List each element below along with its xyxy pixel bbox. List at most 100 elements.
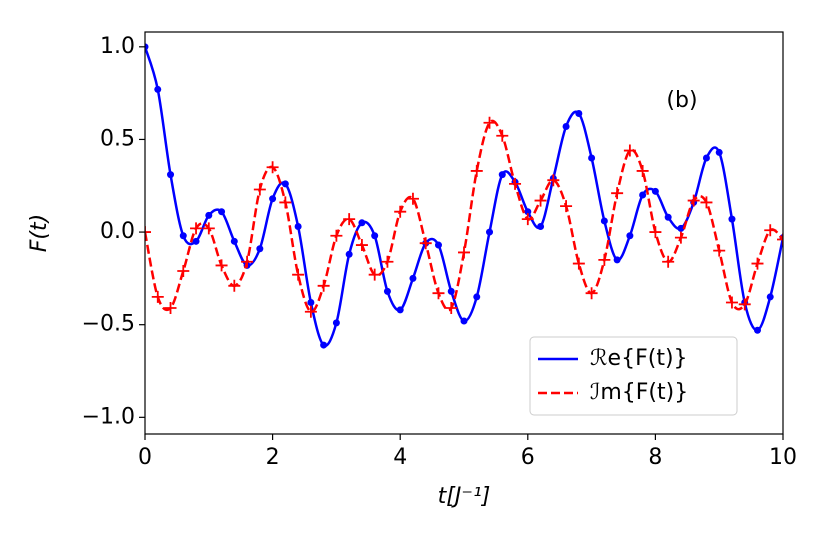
legend-label: ℛe{F(t)} bbox=[590, 346, 688, 371]
point bbox=[256, 245, 264, 253]
point bbox=[496, 129, 509, 142]
legend-label: ℐm{F(t)} bbox=[590, 380, 688, 405]
point bbox=[145, 43, 149, 51]
plot-area bbox=[145, 43, 783, 349]
point bbox=[600, 217, 608, 225]
y-tick-label: 1.0 bbox=[100, 34, 135, 59]
point bbox=[572, 257, 585, 270]
x-tick-label: 8 bbox=[648, 445, 662, 470]
x-tick-label: 6 bbox=[521, 445, 535, 470]
y-tick-label: −0.5 bbox=[82, 312, 135, 337]
point bbox=[700, 196, 713, 209]
legend-box bbox=[529, 336, 738, 416]
point bbox=[725, 296, 738, 309]
point bbox=[151, 290, 164, 303]
point bbox=[677, 224, 685, 232]
point bbox=[266, 161, 279, 174]
point bbox=[498, 171, 506, 179]
point bbox=[304, 305, 317, 318]
point bbox=[664, 213, 672, 221]
point bbox=[674, 231, 687, 244]
x-tick-label: 10 bbox=[769, 445, 797, 470]
point bbox=[626, 232, 634, 240]
point bbox=[753, 326, 761, 334]
point bbox=[728, 215, 736, 223]
point bbox=[330, 229, 343, 242]
point bbox=[547, 174, 560, 187]
point bbox=[396, 306, 404, 314]
point bbox=[613, 256, 621, 264]
point bbox=[279, 196, 292, 209]
point bbox=[562, 122, 570, 130]
point bbox=[777, 233, 783, 246]
point bbox=[651, 187, 659, 195]
point bbox=[636, 164, 649, 177]
point bbox=[766, 293, 774, 301]
point bbox=[253, 183, 266, 196]
point bbox=[738, 298, 751, 311]
annotation: (b) bbox=[666, 88, 697, 113]
point bbox=[317, 279, 330, 292]
point bbox=[228, 279, 241, 292]
point bbox=[702, 154, 710, 162]
point bbox=[409, 274, 417, 282]
point bbox=[368, 268, 381, 281]
point bbox=[320, 341, 328, 349]
point bbox=[294, 223, 302, 231]
point bbox=[179, 232, 187, 240]
point bbox=[381, 255, 394, 268]
point bbox=[560, 200, 573, 213]
point bbox=[460, 317, 468, 325]
plot-frame bbox=[144, 31, 784, 435]
point bbox=[534, 194, 547, 207]
point bbox=[394, 205, 407, 218]
point bbox=[585, 287, 598, 300]
point bbox=[205, 211, 213, 219]
point bbox=[575, 110, 583, 118]
point bbox=[177, 264, 190, 277]
point bbox=[473, 293, 481, 301]
point bbox=[588, 154, 596, 162]
y-tick-label: 0.5 bbox=[100, 126, 135, 151]
point bbox=[145, 226, 151, 239]
point bbox=[307, 298, 315, 306]
point bbox=[383, 287, 391, 295]
point bbox=[281, 180, 289, 188]
point bbox=[470, 164, 483, 177]
point bbox=[164, 302, 177, 315]
point bbox=[713, 244, 726, 257]
point bbox=[358, 219, 366, 227]
point bbox=[190, 222, 203, 235]
x-tick-label: 2 bbox=[266, 445, 280, 470]
point bbox=[343, 213, 356, 226]
point bbox=[623, 144, 636, 157]
point bbox=[751, 257, 764, 270]
point bbox=[524, 208, 532, 216]
point bbox=[345, 250, 353, 258]
point bbox=[419, 237, 432, 250]
point bbox=[486, 228, 494, 236]
point bbox=[355, 239, 368, 252]
point bbox=[371, 232, 379, 240]
point bbox=[230, 237, 238, 245]
point bbox=[447, 287, 455, 295]
point bbox=[458, 246, 470, 259]
point bbox=[509, 177, 522, 190]
point bbox=[202, 222, 215, 235]
point bbox=[521, 213, 534, 226]
point bbox=[715, 148, 723, 156]
point bbox=[598, 253, 611, 266]
point bbox=[154, 85, 162, 93]
point bbox=[687, 194, 700, 207]
point bbox=[662, 255, 675, 268]
point bbox=[215, 259, 228, 272]
point bbox=[241, 255, 254, 268]
point bbox=[269, 195, 277, 203]
point bbox=[611, 187, 624, 200]
point bbox=[406, 192, 419, 205]
x-tick-label: 4 bbox=[393, 445, 407, 470]
point bbox=[332, 319, 340, 327]
x-tick-label: 0 bbox=[138, 445, 152, 470]
point bbox=[218, 208, 226, 216]
